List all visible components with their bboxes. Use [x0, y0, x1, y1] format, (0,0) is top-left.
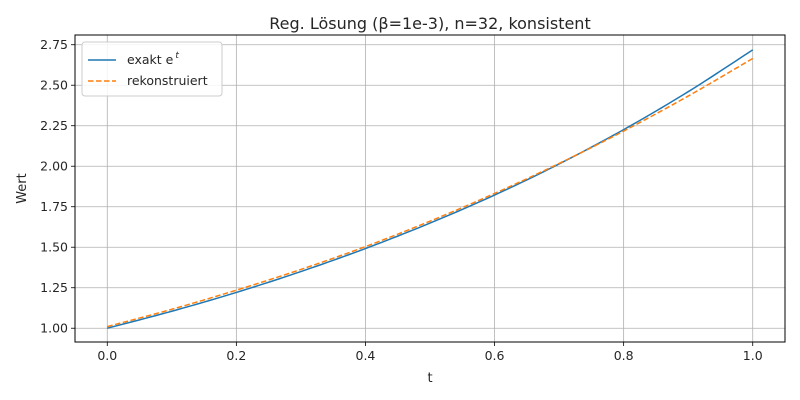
y-tick-label: 2.25: [40, 118, 68, 133]
x-axis: 0.0 0.2 0.4 0.6 0.8 1.0: [97, 342, 763, 363]
x-tick-label: 0.6: [485, 348, 505, 363]
x-tick-label: 0.2: [226, 348, 246, 363]
y-tick-label: 1.25: [40, 280, 68, 295]
y-axis-label: Wert: [15, 173, 30, 204]
legend-frame: [81, 41, 223, 97]
y-axis: 1.00 1.25 1.50 1.75 2.00 2.25 2.50 2.75: [40, 37, 75, 336]
x-tick-label: 0.0: [97, 348, 117, 363]
plot-frame: [74, 34, 786, 343]
chart-title: Reg. Lösung (β=1e-3), n=32, konsistent: [269, 14, 590, 33]
y-tick-label: 1.00: [40, 321, 68, 336]
y-tick-label: 1.50: [40, 240, 68, 255]
y-tick-label: 2.50: [40, 78, 68, 93]
y-tick-label: 2.00: [40, 159, 68, 174]
legend-label-exakt-base: exakt e: [127, 52, 174, 67]
y-tick-label: 1.75: [40, 199, 68, 214]
legend-label-exakt-superscript: t: [175, 51, 179, 61]
series-lines: [107, 49, 754, 329]
legend-label-rekonstruiert: rekonstruiert: [127, 73, 208, 88]
x-tick-label: 1.0: [743, 348, 763, 363]
series-line-rekonstruiert: [107, 57, 754, 328]
x-axis-label: t: [427, 371, 432, 386]
y-tick-label: 2.75: [40, 37, 68, 52]
x-tick-label: 0.4: [356, 348, 376, 363]
x-tick-label: 0.8: [614, 348, 634, 363]
series-line-exakt: [107, 49, 754, 329]
